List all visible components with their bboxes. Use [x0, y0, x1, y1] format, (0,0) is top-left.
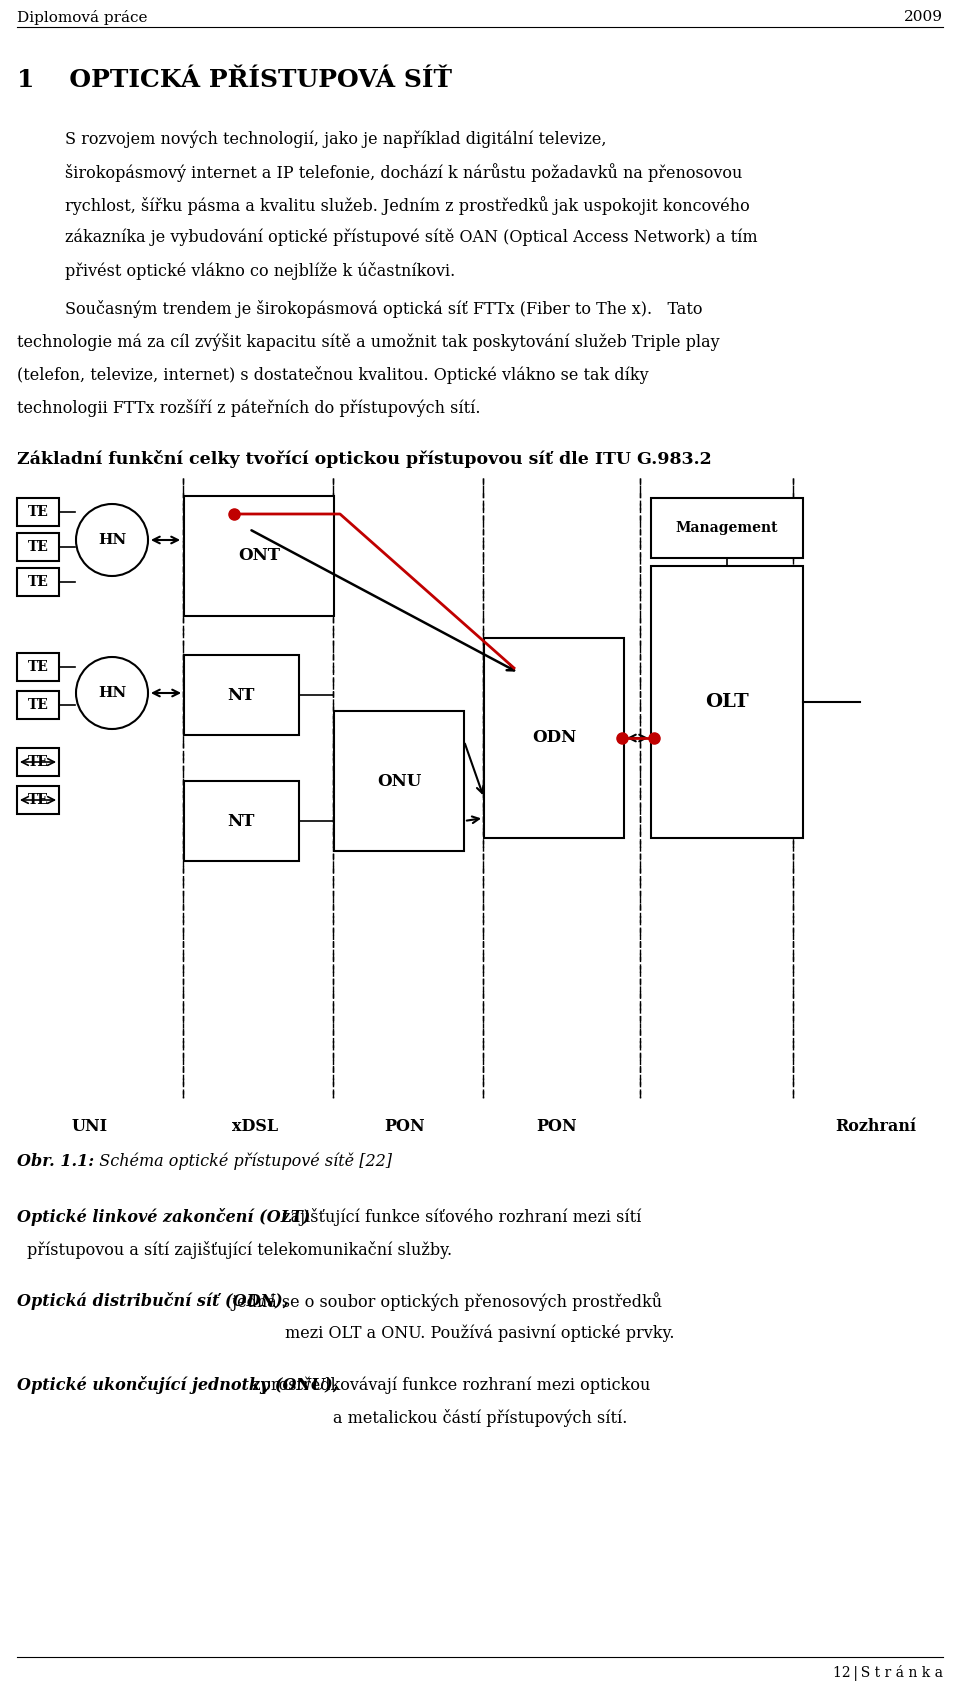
Bar	[17, 498, 59, 525]
Bar	[17, 653, 59, 680]
Text: rychlost, šířku pásma a kvalitu služeb. Jedním z prostředků jak uspokojit koncov: rychlost, šířku pásma a kvalitu služeb. …	[65, 195, 750, 216]
Text: 1    OPTICKÁ PŘÍSTUPOVÁ SÍŤ: 1 OPTICKÁ PŘÍSTUPOVÁ SÍŤ	[17, 67, 452, 93]
Text: UNI: UNI	[72, 1118, 108, 1135]
Text: ODN: ODN	[532, 729, 576, 746]
Text: NT: NT	[228, 812, 254, 830]
Bar	[17, 690, 59, 719]
Text: mezi OLT a ONU. Používá pasivní optické prvky.: mezi OLT a ONU. Používá pasivní optické …	[285, 1325, 675, 1342]
Bar	[184, 655, 299, 734]
Text: jedná se o soubor optických přenosových prostředků: jedná se o soubor optických přenosových …	[227, 1292, 662, 1310]
Bar	[17, 786, 59, 813]
Circle shape	[76, 504, 148, 576]
Text: širokopásmový internet a IP telefonie, dochází k nárůstu požadavků na přenosovou: širokopásmový internet a IP telefonie, d…	[65, 163, 742, 182]
Text: PON: PON	[385, 1118, 425, 1135]
Text: HN: HN	[98, 534, 126, 547]
Text: ONU: ONU	[377, 773, 421, 790]
Text: zprostředkovávají funkce rozhraní mezi optickou: zprostředkovávají funkce rozhraní mezi o…	[247, 1376, 650, 1393]
Bar	[184, 781, 299, 861]
Bar	[334, 711, 464, 850]
Text: xDSL: xDSL	[232, 1118, 278, 1135]
Text: Diplomová práce: Diplomová práce	[17, 10, 148, 25]
Bar	[17, 568, 59, 596]
Bar	[651, 566, 803, 839]
Text: Management: Management	[676, 520, 779, 536]
Text: S rozvojem nových technologií, jako je například digitální televize,: S rozvojem nových technologií, jako je n…	[65, 130, 607, 148]
Text: Optické ukončující jednotky (ONU),: Optické ukončující jednotky (ONU),	[17, 1376, 338, 1394]
Text: ONT: ONT	[238, 547, 280, 564]
Text: Optické linkové zakončení (OLT): Optické linkové zakončení (OLT)	[17, 1207, 310, 1226]
Text: NT: NT	[228, 687, 254, 704]
Bar	[17, 748, 59, 776]
Bar	[17, 534, 59, 561]
Text: zákazníka je vybudování optické přístupové sítě OAN (Optical Access Network) a t: zákazníka je vybudování optické přístupo…	[65, 229, 757, 246]
Text: Základní funkční celky tvořící optickou přístupovou síť dle ITU G.983.2: Základní funkční celky tvořící optickou …	[17, 450, 711, 468]
Text: 2009: 2009	[904, 10, 943, 24]
Text: TE: TE	[28, 754, 48, 770]
Text: Schéma optické přístupové sítě [22]: Schéma optické přístupové sítě [22]	[89, 1154, 392, 1170]
Text: (telefon, televize, internet) s dostatečnou kvalitou. Optické vlákno se tak díky: (telefon, televize, internet) s dostateč…	[17, 365, 649, 384]
Text: TE: TE	[28, 574, 48, 589]
Text: 12 | S t r á n k a: 12 | S t r á n k a	[833, 1665, 943, 1681]
Text: technologie má za cíl zvýšit kapacitu sítě a umožnit tak poskytování služeb Trip: technologie má za cíl zvýšit kapacitu sí…	[17, 333, 720, 350]
Bar	[484, 638, 624, 839]
Bar	[184, 497, 334, 616]
Text: TE: TE	[28, 697, 48, 712]
Text: Současným trendem je širokopásmová optická síť FTTx (Fiber to The x).   Tato: Současným trendem je širokopásmová optic…	[65, 300, 703, 318]
Text: TE: TE	[28, 541, 48, 554]
Text: HN: HN	[98, 685, 126, 701]
Text: Optická distribuční síť (ODN),: Optická distribuční síť (ODN),	[17, 1292, 288, 1310]
Text: TE: TE	[28, 660, 48, 674]
Text: Rozhraní: Rozhraní	[835, 1118, 917, 1135]
Text: zajišťující funkce síťového rozhraní mezi sítí: zajišťující funkce síťového rozhraní mez…	[277, 1207, 641, 1226]
Text: TE: TE	[28, 793, 48, 807]
Text: OLT: OLT	[706, 694, 749, 711]
Text: Obr. 1.1:: Obr. 1.1:	[17, 1154, 94, 1170]
Text: přivést optické vlákno co nejblíže k účastníkovi.: přivést optické vlákno co nejblíže k úča…	[65, 263, 455, 280]
Bar	[651, 498, 803, 557]
Text: přístupovou a sítí zajišťující telekomunikační služby.: přístupovou a sítí zajišťující telekomun…	[28, 1241, 452, 1260]
Text: TE: TE	[28, 505, 48, 519]
Text: technologii FTTx rozšíří z páteřních do přístupových sítí.: technologii FTTx rozšíří z páteřních do …	[17, 399, 481, 418]
Circle shape	[76, 657, 148, 729]
Text: a metalickou částí přístupových sítí.: a metalickou částí přístupových sítí.	[333, 1410, 627, 1426]
Text: PON: PON	[537, 1118, 577, 1135]
